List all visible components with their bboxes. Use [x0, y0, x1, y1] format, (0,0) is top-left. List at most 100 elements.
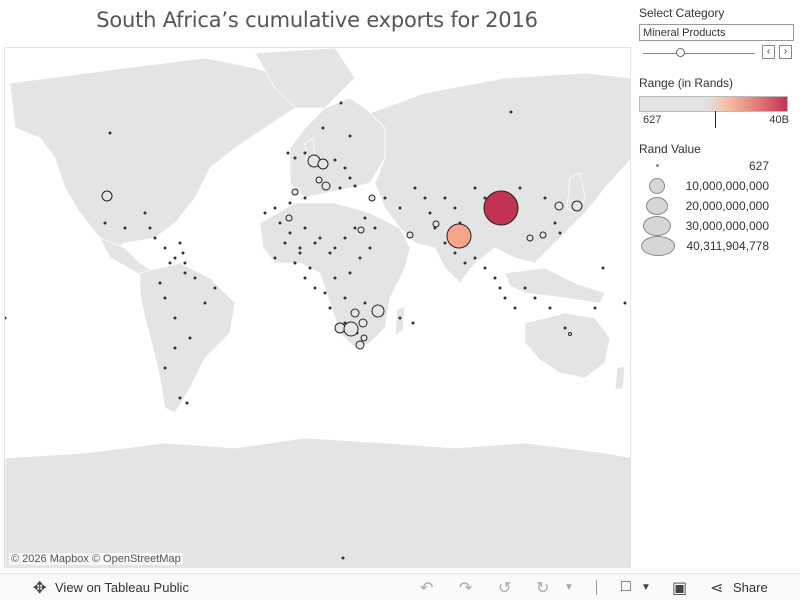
export-marker[interactable]: [348, 134, 352, 138]
export-marker[interactable]: [568, 332, 572, 336]
export-marker[interactable]: [473, 186, 477, 190]
map-attribution[interactable]: © 2026 Mapbox © OpenStreetMap: [9, 553, 183, 565]
export-marker[interactable]: [554, 201, 564, 211]
export-marker[interactable]: [432, 220, 440, 228]
export-marker[interactable]: [571, 200, 583, 212]
export-marker[interactable]: [273, 256, 277, 260]
export-marker[interactable]: [203, 301, 207, 305]
export-marker[interactable]: [298, 246, 302, 250]
revert-icon[interactable]: ↺: [498, 580, 512, 597]
export-marker[interactable]: [518, 186, 522, 190]
export-marker[interactable]: [143, 211, 147, 215]
export-marker[interactable]: [153, 236, 157, 240]
export-marker[interactable]: [358, 318, 368, 328]
redo-icon[interactable]: ↷: [459, 580, 473, 597]
export-marker[interactable]: [185, 401, 189, 405]
export-marker[interactable]: [428, 211, 432, 215]
export-marker[interactable]: [308, 266, 312, 270]
export-marker[interactable]: [178, 396, 182, 400]
export-marker[interactable]: [321, 126, 325, 130]
export-marker[interactable]: [163, 246, 167, 250]
export-marker[interactable]: [323, 291, 327, 295]
export-marker[interactable]: [263, 211, 267, 215]
export-marker[interactable]: [353, 226, 357, 230]
export-marker[interactable]: [338, 186, 342, 190]
export-marker[interactable]: [288, 231, 292, 235]
export-marker[interactable]: [509, 110, 513, 114]
export-marker[interactable]: [213, 286, 217, 290]
chevron-down-icon[interactable]: ▼: [641, 582, 651, 593]
export-marker[interactable]: [539, 231, 547, 239]
export-marker[interactable]: [315, 176, 323, 184]
slider-track[interactable]: [643, 53, 755, 54]
export-marker[interactable]: [293, 156, 297, 160]
export-marker[interactable]: [285, 214, 293, 222]
export-marker[interactable]: [303, 276, 307, 280]
export-marker[interactable]: [313, 286, 317, 290]
export-marker[interactable]: [533, 296, 537, 300]
export-marker[interactable]: [283, 241, 287, 245]
export-marker[interactable]: [288, 201, 292, 205]
export-marker[interactable]: [348, 176, 352, 180]
export-marker[interactable]: [178, 241, 182, 245]
undo-icon[interactable]: ↶: [420, 580, 434, 597]
category-select[interactable]: Mineral Products: [639, 24, 794, 41]
export-marker[interactable]: [278, 221, 282, 225]
export-marker[interactable]: [343, 166, 347, 170]
world-map-canvas[interactable]: [5, 48, 631, 568]
export-marker[interactable]: [333, 246, 337, 250]
export-marker[interactable]: [558, 231, 562, 235]
category-slider[interactable]: ‹ ›: [639, 44, 797, 62]
export-marker[interactable]: [334, 322, 346, 334]
export-marker[interactable]: [523, 286, 527, 290]
export-marker[interactable]: [321, 181, 331, 191]
export-marker[interactable]: [543, 196, 547, 200]
export-marker[interactable]: [193, 276, 197, 280]
export-marker[interactable]: [328, 251, 332, 255]
export-marker[interactable]: [343, 236, 347, 240]
export-marker[interactable]: [368, 246, 372, 250]
export-marker[interactable]: [411, 321, 415, 325]
export-marker[interactable]: [363, 301, 367, 305]
world-map[interactable]: © 2026 Mapbox © OpenStreetMap: [4, 47, 631, 568]
export-marker[interactable]: [163, 366, 167, 370]
export-marker[interactable]: [303, 151, 307, 155]
share-button[interactable]: Share: [733, 580, 768, 595]
export-marker[interactable]: [339, 101, 343, 105]
export-marker[interactable]: [601, 266, 605, 270]
export-marker[interactable]: [593, 306, 597, 310]
export-marker[interactable]: [493, 276, 497, 280]
export-marker[interactable]: [317, 158, 329, 170]
export-marker[interactable]: [526, 234, 534, 242]
export-marker[interactable]: [183, 271, 187, 275]
export-marker[interactable]: [503, 296, 507, 300]
export-marker[interactable]: [453, 206, 457, 210]
export-marker[interactable]: [183, 261, 187, 265]
export-marker[interactable]: [108, 131, 112, 135]
export-marker[interactable]: [360, 334, 368, 342]
export-marker[interactable]: [350, 308, 360, 318]
export-marker[interactable]: [188, 336, 192, 340]
china-marker[interactable]: [483, 190, 519, 226]
export-marker[interactable]: [273, 206, 277, 210]
export-marker[interactable]: [333, 276, 337, 280]
export-marker[interactable]: [398, 206, 402, 210]
export-marker[interactable]: [298, 251, 302, 255]
export-marker[interactable]: [328, 306, 332, 310]
export-marker[interactable]: [371, 304, 385, 318]
export-marker[interactable]: [423, 196, 427, 200]
export-marker[interactable]: [453, 251, 457, 255]
export-marker[interactable]: [498, 286, 502, 290]
share-icon[interactable]: ⋖: [710, 580, 724, 597]
view-on-tableau-link[interactable]: View on Tableau Public: [55, 580, 189, 595]
export-marker[interactable]: [148, 226, 152, 230]
export-marker[interactable]: [168, 261, 172, 265]
chevron-right-icon[interactable]: ›: [779, 45, 792, 59]
export-marker[interactable]: [413, 186, 417, 190]
download-icon[interactable]: □: [621, 578, 631, 595]
export-marker[interactable]: [173, 346, 177, 350]
export-marker[interactable]: [333, 158, 337, 162]
export-marker[interactable]: [293, 261, 297, 265]
export-marker[interactable]: [357, 226, 365, 234]
export-marker[interactable]: [318, 236, 322, 240]
